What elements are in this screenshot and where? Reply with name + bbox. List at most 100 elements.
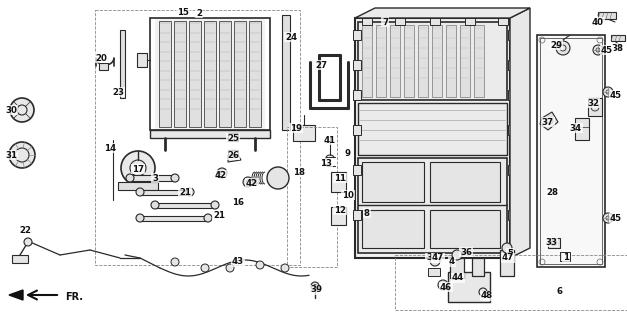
Bar xyxy=(430,162,500,202)
Bar xyxy=(508,90,516,100)
Text: 46: 46 xyxy=(440,283,452,292)
Bar xyxy=(404,25,414,97)
Bar xyxy=(353,210,361,220)
Text: 4: 4 xyxy=(449,258,455,267)
Text: 2: 2 xyxy=(196,9,202,18)
Circle shape xyxy=(452,250,462,260)
Text: 33: 33 xyxy=(545,237,557,246)
Circle shape xyxy=(121,151,155,185)
Circle shape xyxy=(211,201,219,209)
Text: 43: 43 xyxy=(232,258,244,267)
Polygon shape xyxy=(228,155,241,162)
Text: 13: 13 xyxy=(320,158,332,167)
Text: 5: 5 xyxy=(507,249,513,258)
Circle shape xyxy=(502,243,512,253)
Circle shape xyxy=(9,142,35,168)
Circle shape xyxy=(171,174,179,182)
Bar xyxy=(575,118,589,140)
Circle shape xyxy=(204,214,212,222)
Bar xyxy=(189,21,201,127)
Bar xyxy=(362,210,424,248)
Text: 27: 27 xyxy=(315,60,327,69)
Bar xyxy=(140,190,190,195)
Bar xyxy=(204,21,216,127)
Bar xyxy=(155,18,265,130)
Bar xyxy=(234,21,246,127)
Bar xyxy=(508,125,516,135)
Bar xyxy=(460,25,470,97)
Bar xyxy=(450,258,464,278)
Text: 34: 34 xyxy=(570,124,582,132)
Circle shape xyxy=(24,238,32,246)
Text: 39: 39 xyxy=(310,285,322,294)
Text: 23: 23 xyxy=(112,87,124,97)
Bar xyxy=(95,10,300,265)
Text: 1: 1 xyxy=(563,253,569,262)
Circle shape xyxy=(603,87,613,97)
Text: 15: 15 xyxy=(177,7,189,17)
Bar xyxy=(498,18,508,25)
Text: 45: 45 xyxy=(610,213,622,222)
Bar xyxy=(508,165,516,175)
Text: 8: 8 xyxy=(364,209,370,218)
Text: 12: 12 xyxy=(334,205,346,214)
Bar xyxy=(150,130,270,138)
Text: 40: 40 xyxy=(592,18,604,27)
Bar xyxy=(155,203,215,208)
Bar xyxy=(331,207,346,225)
Circle shape xyxy=(126,174,134,182)
Text: 14: 14 xyxy=(104,143,116,153)
Bar xyxy=(228,133,238,141)
Text: 20: 20 xyxy=(95,53,107,62)
Circle shape xyxy=(201,264,209,272)
Bar xyxy=(99,63,108,70)
Text: 31: 31 xyxy=(5,150,17,159)
Bar xyxy=(228,150,238,159)
Bar xyxy=(353,125,361,135)
Text: 26: 26 xyxy=(227,150,239,159)
Text: 35: 35 xyxy=(426,253,438,262)
Bar xyxy=(362,162,424,202)
Text: 42: 42 xyxy=(246,179,258,188)
Circle shape xyxy=(151,201,159,209)
Bar xyxy=(390,25,400,97)
Circle shape xyxy=(281,264,289,272)
Polygon shape xyxy=(355,8,530,18)
Text: 32: 32 xyxy=(587,99,599,108)
Bar xyxy=(353,30,361,40)
Text: 24: 24 xyxy=(285,33,297,42)
Text: 48: 48 xyxy=(481,292,493,300)
Bar xyxy=(448,272,490,302)
Bar xyxy=(137,53,147,67)
Bar xyxy=(508,210,516,220)
Bar xyxy=(353,90,361,100)
Text: 3: 3 xyxy=(152,173,158,182)
Polygon shape xyxy=(540,112,558,130)
Polygon shape xyxy=(9,290,23,300)
Circle shape xyxy=(267,167,289,189)
Bar xyxy=(293,125,315,141)
Bar xyxy=(428,268,440,276)
Bar xyxy=(598,12,616,19)
Bar xyxy=(500,250,514,276)
Text: FR.: FR. xyxy=(65,292,83,302)
Bar xyxy=(376,25,386,97)
Text: 42: 42 xyxy=(215,171,227,180)
Bar xyxy=(395,18,405,25)
Bar xyxy=(508,30,516,40)
Bar xyxy=(446,25,456,97)
Bar xyxy=(362,25,372,97)
Bar xyxy=(465,18,475,25)
Text: 30: 30 xyxy=(5,106,17,115)
Text: 21: 21 xyxy=(179,188,191,196)
Text: 45: 45 xyxy=(601,45,613,54)
Bar xyxy=(540,38,602,264)
Text: 7: 7 xyxy=(382,18,388,27)
Text: 45: 45 xyxy=(610,91,622,100)
Bar xyxy=(432,25,442,97)
Circle shape xyxy=(593,45,603,55)
Bar xyxy=(537,35,605,267)
Text: 6: 6 xyxy=(557,287,563,297)
Circle shape xyxy=(226,264,234,272)
Circle shape xyxy=(556,41,570,55)
